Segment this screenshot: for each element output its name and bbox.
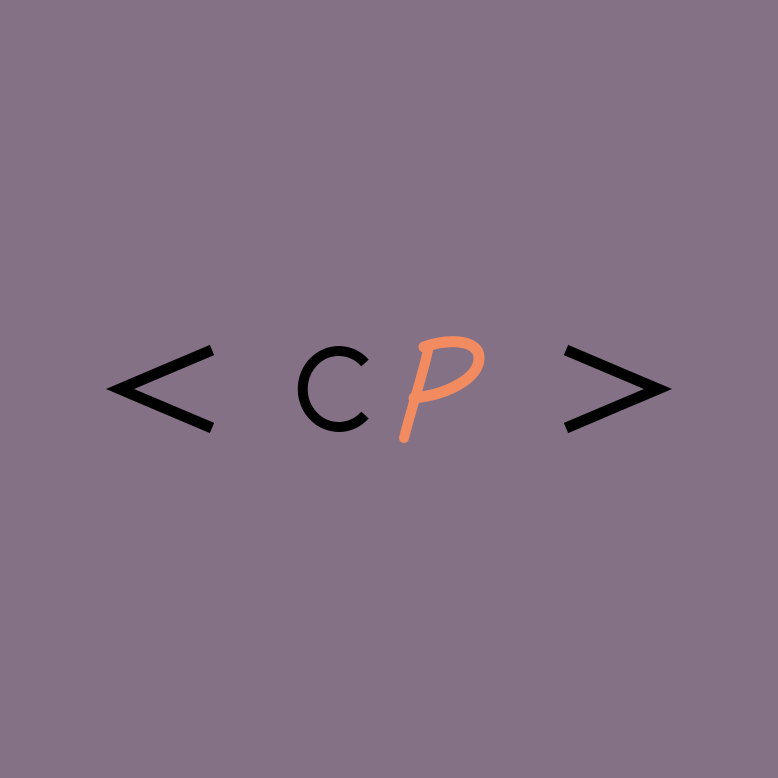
letter-c xyxy=(297,346,369,432)
right-bracket-icon xyxy=(563,344,673,434)
letter-p xyxy=(399,336,485,443)
left-bracket-icon xyxy=(105,344,215,434)
